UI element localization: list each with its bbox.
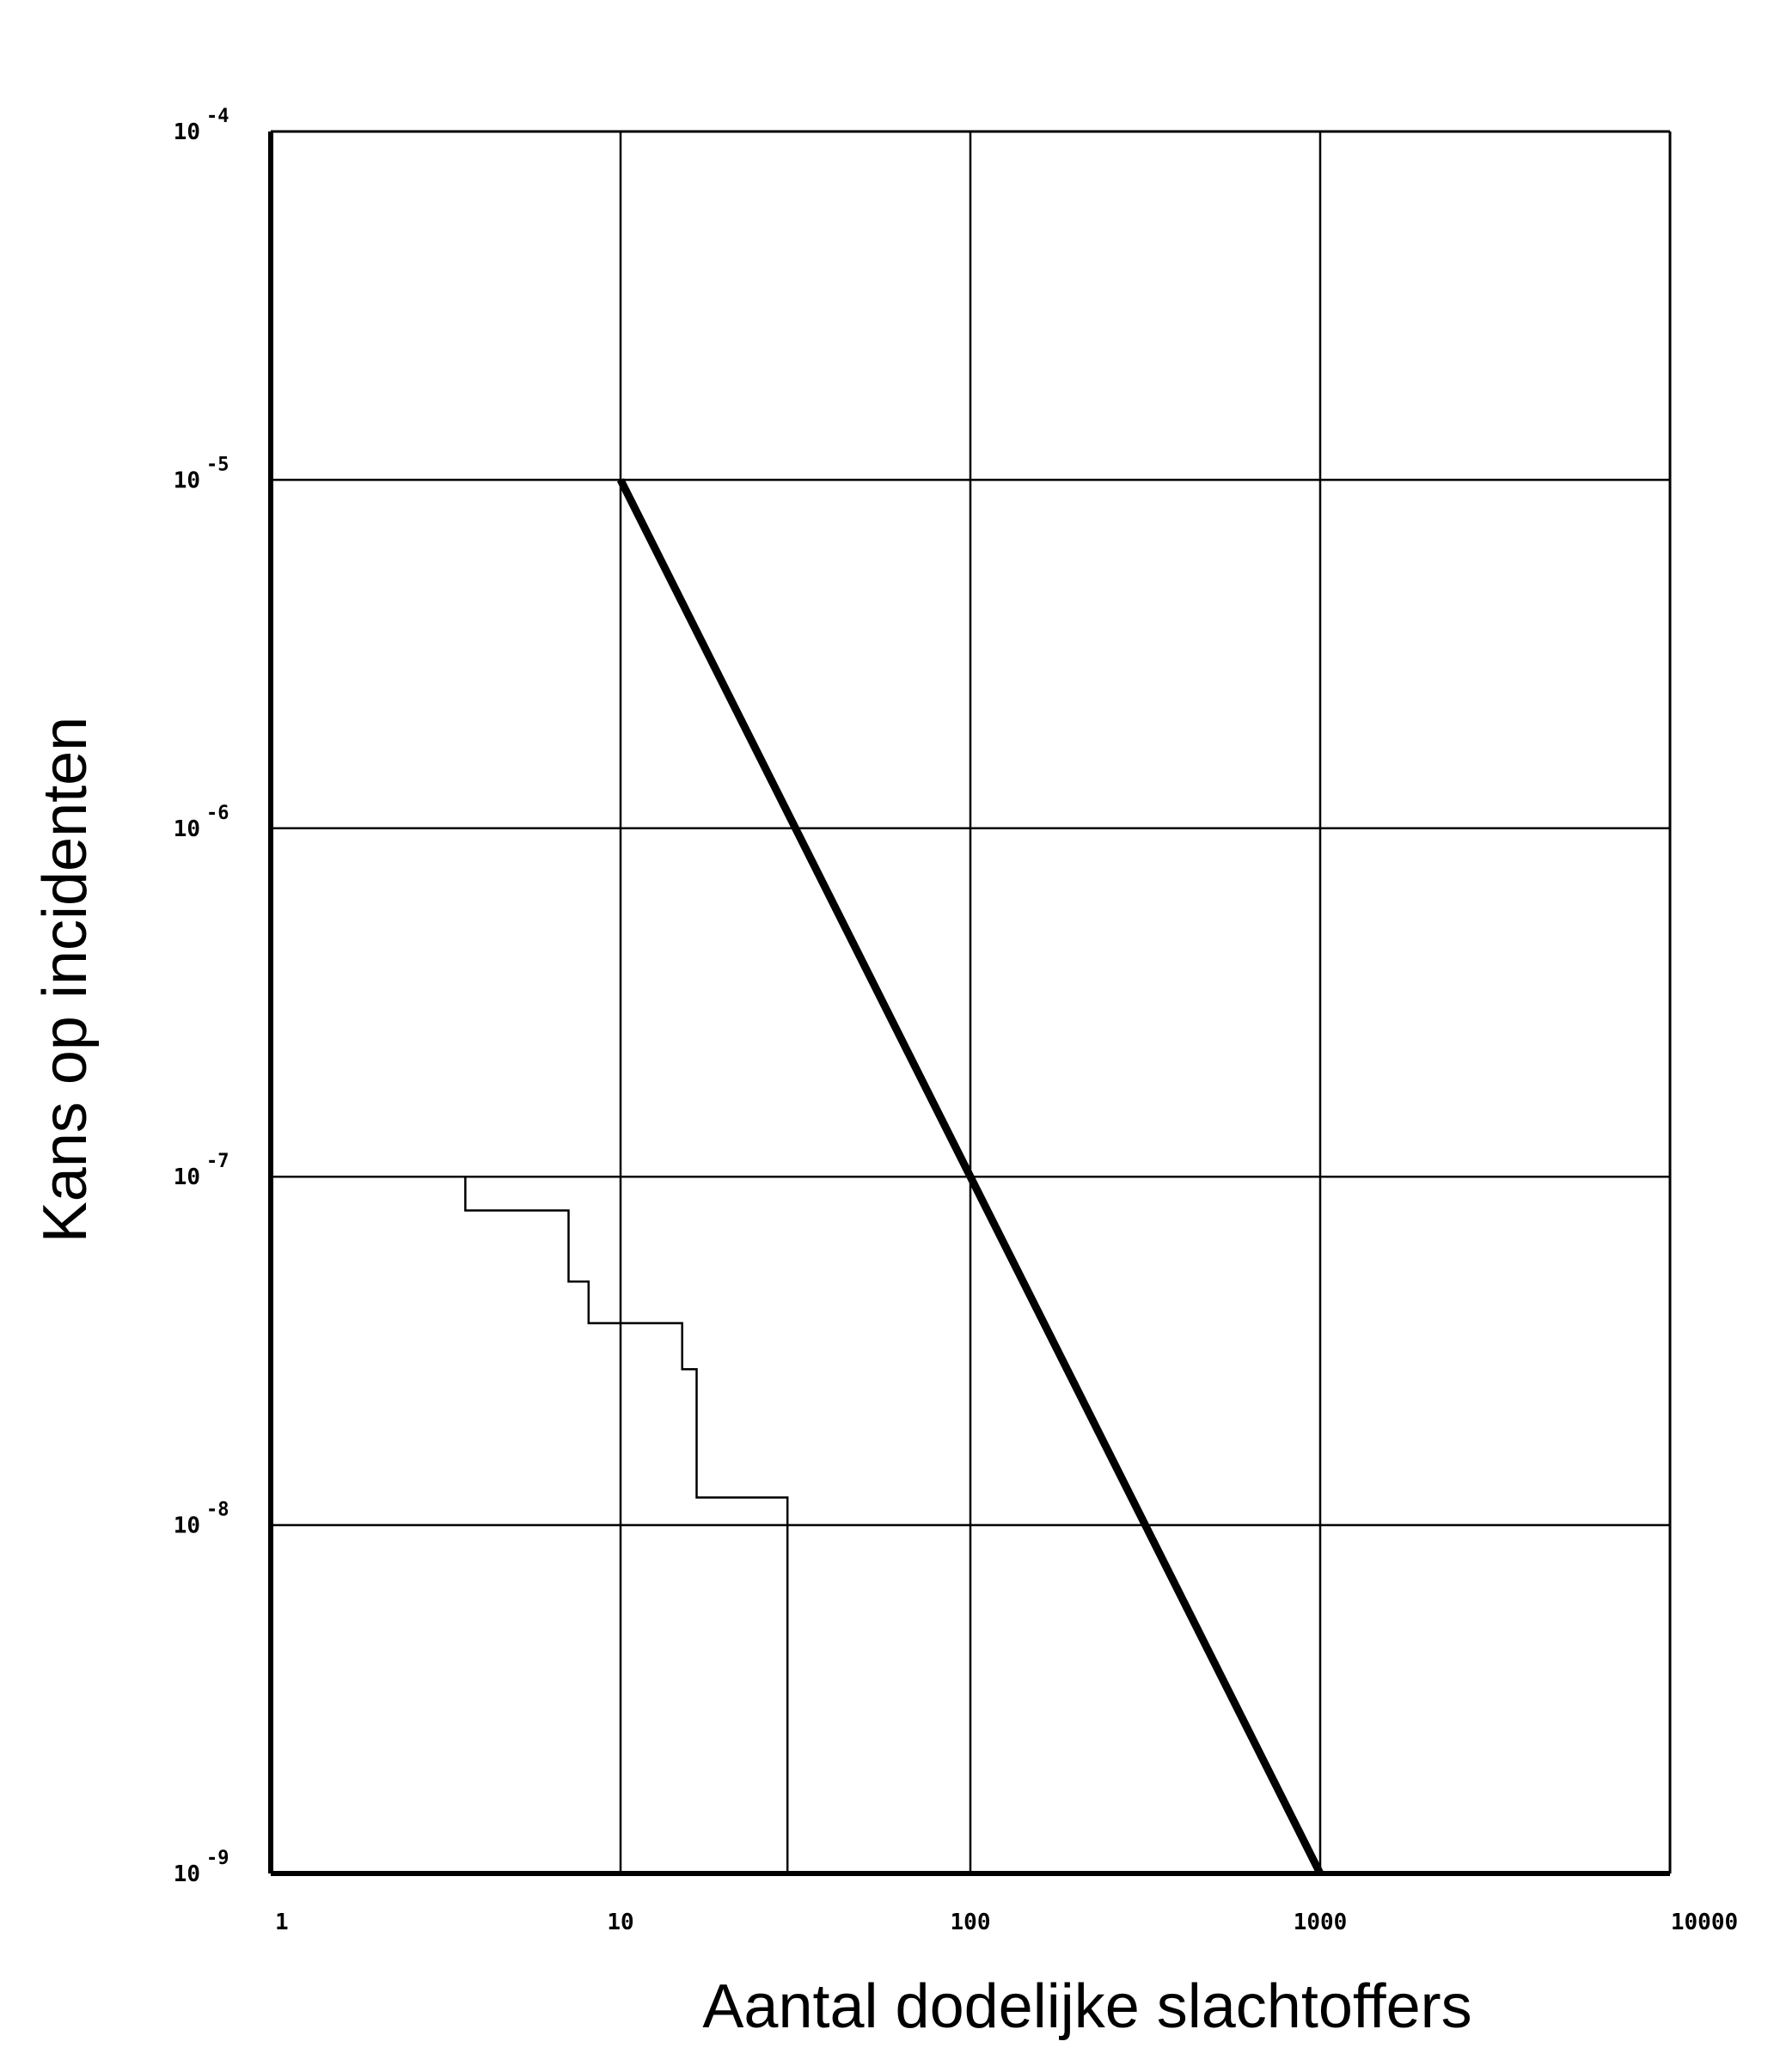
x-tick-label: 1000 [1294,1910,1348,1935]
svg-text:-8: -8 [206,1500,229,1521]
x-tick-label: 100 [951,1910,991,1935]
y-tick-label: 10 -7 [174,1151,229,1190]
svg-text:-5: -5 [206,454,229,475]
plot-frame [268,130,1672,1876]
y-tick-label: 10 -4 [174,106,229,145]
series-layer [271,478,1324,1876]
y-tick-label: 10 -5 [174,454,229,493]
y-tick-labels: 10 -4 10 -5 10 -6 10 -7 10 -8 10 -9 [174,106,229,1887]
svg-text:10: 10 [174,816,200,842]
svg-text:10: 10 [174,1164,200,1190]
svg-text:-7: -7 [206,1151,229,1172]
y-tick-label: 10 -6 [174,803,229,842]
svg-text:10: 10 [174,468,200,493]
x-tick-label: 1 [275,1910,289,1935]
x-tick-labels: 1 10 100 1000 10000 [275,1910,1738,1935]
x-axis-title: Aantal dodelijke slachtoffers [702,1972,1471,2041]
y-axis-title: Kans op incidenten [31,717,100,1243]
grid [271,131,1670,1873]
svg-text:-4: -4 [206,106,229,127]
x-tick-label: 10 [607,1910,633,1935]
svg-text:10: 10 [174,119,200,145]
svg-text:10: 10 [174,1861,200,1887]
y-tick-label: 10 -8 [174,1500,229,1539]
svg-text:-9: -9 [206,1848,229,1869]
step-line [271,1175,789,1873]
y-tick-label: 10 -9 [174,1848,229,1887]
criterion-line [616,478,1324,1876]
x-tick-label: 10000 [1671,1910,1738,1935]
svg-text:10: 10 [174,1513,200,1539]
svg-text:-6: -6 [206,803,229,824]
